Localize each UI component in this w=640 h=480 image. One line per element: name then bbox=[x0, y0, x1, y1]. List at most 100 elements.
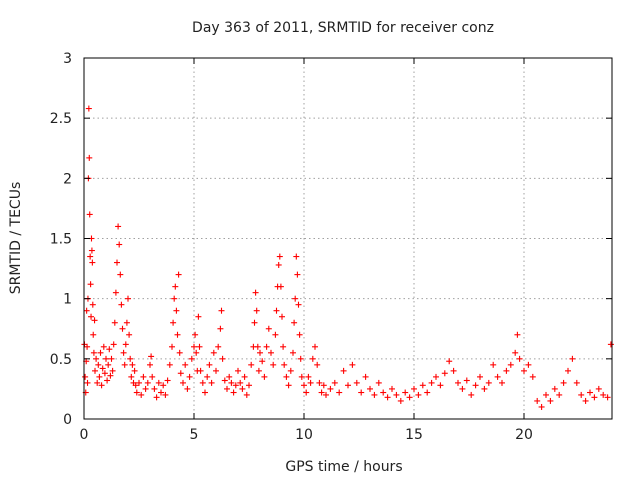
data-point bbox=[217, 325, 224, 332]
data-point bbox=[182, 361, 189, 368]
data-point bbox=[107, 372, 114, 379]
data-point bbox=[428, 379, 435, 386]
data-point bbox=[149, 373, 156, 380]
data-point bbox=[82, 373, 89, 380]
data-point bbox=[292, 295, 299, 302]
data-point bbox=[147, 361, 153, 368]
data-point bbox=[202, 389, 208, 396]
data-point bbox=[294, 271, 301, 278]
data-point bbox=[263, 343, 270, 350]
data-point bbox=[468, 391, 475, 398]
data-point bbox=[261, 373, 268, 380]
y-tick-label: 1 bbox=[63, 292, 72, 308]
data-point bbox=[177, 370, 184, 377]
y-tick-label: 1.5 bbox=[50, 232, 72, 248]
data-point bbox=[226, 373, 233, 380]
data-point bbox=[116, 241, 123, 248]
data-point bbox=[175, 271, 182, 278]
data-point bbox=[463, 377, 470, 384]
data-point bbox=[155, 379, 162, 386]
data-point bbox=[95, 361, 102, 368]
data-point bbox=[215, 343, 222, 350]
data-point bbox=[126, 331, 133, 338]
data-point bbox=[298, 373, 305, 380]
data-point bbox=[569, 355, 576, 362]
data-point bbox=[186, 373, 193, 380]
x-tick-label: 20 bbox=[515, 427, 533, 443]
data-point bbox=[158, 389, 164, 396]
data-point bbox=[252, 289, 259, 296]
data-point bbox=[85, 105, 92, 112]
data-point bbox=[172, 283, 179, 290]
data-point bbox=[272, 331, 279, 338]
data-point bbox=[285, 382, 292, 389]
data-point bbox=[127, 355, 134, 362]
data-point bbox=[397, 397, 404, 404]
data-point bbox=[88, 247, 95, 254]
data-point bbox=[144, 379, 151, 386]
data-point bbox=[275, 261, 282, 268]
data-point bbox=[99, 365, 106, 372]
data-point bbox=[543, 391, 549, 398]
data-point bbox=[607, 341, 614, 348]
data-point bbox=[565, 367, 571, 374]
data-point bbox=[110, 341, 117, 348]
data-point bbox=[301, 382, 307, 389]
data-point bbox=[224, 385, 230, 392]
data-point bbox=[213, 367, 219, 374]
data-point bbox=[340, 367, 347, 374]
data-point bbox=[162, 391, 169, 398]
data-point bbox=[516, 355, 523, 362]
data-point bbox=[297, 355, 304, 362]
data-point bbox=[293, 253, 300, 260]
data-point bbox=[375, 379, 382, 386]
plot-frame bbox=[83, 57, 613, 420]
data-point bbox=[111, 319, 118, 326]
data-point bbox=[411, 385, 417, 392]
data-point bbox=[259, 358, 266, 365]
data-point bbox=[86, 154, 93, 161]
data-point bbox=[112, 289, 119, 296]
data-point bbox=[106, 346, 113, 353]
data-point bbox=[132, 382, 139, 389]
data-point bbox=[164, 377, 171, 384]
axis-tick-labels: 0 5 10 15 20 0 0.5 1 1.5 2 2.5 3 bbox=[50, 51, 533, 443]
data-point bbox=[176, 349, 183, 356]
data-point bbox=[270, 361, 277, 368]
x-tick-label: 5 bbox=[190, 427, 199, 443]
data-point bbox=[323, 391, 329, 398]
data-point bbox=[94, 379, 101, 386]
data-point bbox=[303, 389, 310, 396]
y-tick-label: 2.5 bbox=[50, 111, 72, 127]
data-point bbox=[219, 355, 226, 362]
data-point bbox=[114, 259, 120, 266]
data-point bbox=[206, 361, 213, 368]
data-point bbox=[276, 253, 283, 260]
data-point bbox=[86, 211, 93, 218]
data-point bbox=[320, 382, 327, 389]
data-point bbox=[591, 394, 598, 401]
data-point bbox=[104, 377, 111, 384]
data-point bbox=[512, 349, 519, 356]
data-point bbox=[393, 391, 400, 398]
data-point bbox=[406, 394, 413, 401]
data-point bbox=[600, 391, 607, 398]
data-point bbox=[100, 343, 107, 350]
data-point bbox=[433, 373, 439, 380]
data-point bbox=[327, 385, 334, 392]
data-point bbox=[253, 307, 260, 314]
data-point bbox=[587, 389, 593, 396]
data-point bbox=[93, 355, 100, 362]
y-tick-label: 2 bbox=[63, 171, 72, 187]
data-point bbox=[384, 394, 391, 401]
data-point bbox=[494, 373, 501, 380]
data-point bbox=[228, 379, 235, 386]
data-point bbox=[239, 385, 246, 392]
data-point bbox=[199, 379, 206, 386]
data-point bbox=[125, 295, 131, 302]
data-point bbox=[90, 349, 97, 356]
data-point bbox=[277, 283, 284, 290]
data-point bbox=[131, 367, 138, 374]
data-point bbox=[604, 394, 611, 401]
data-point bbox=[96, 373, 103, 380]
